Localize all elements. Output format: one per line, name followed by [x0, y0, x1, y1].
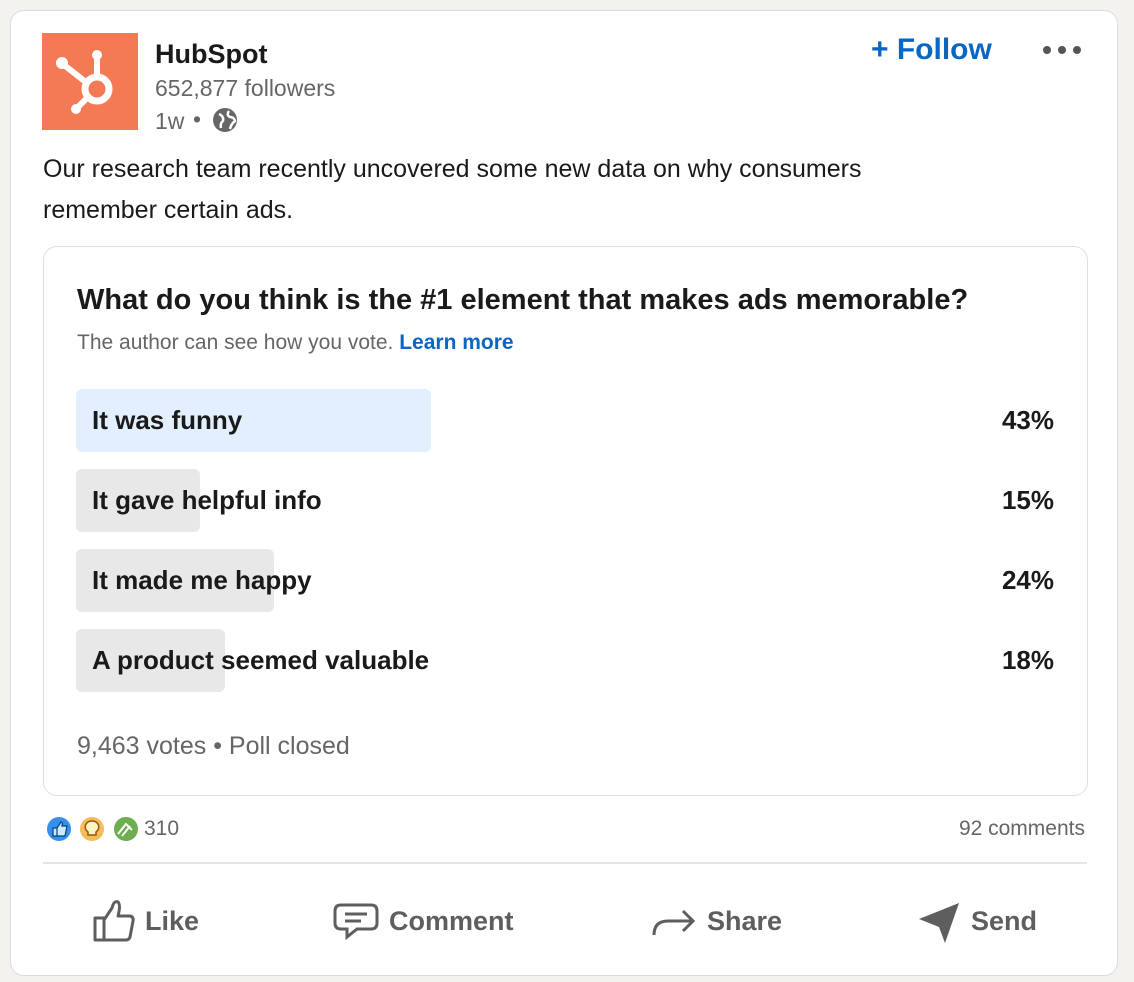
divider	[43, 862, 1087, 864]
plus-icon: +	[871, 33, 897, 66]
follow-label: Follow	[896, 33, 992, 66]
more-menu[interactable]	[1041, 43, 1083, 57]
post-text-line: remember certain ads.	[43, 196, 294, 224]
post-age: 1w	[155, 108, 185, 134]
post-text-line: Our research team recently uncovered som…	[43, 155, 862, 183]
vote-count: 9,463 votes	[77, 732, 207, 760]
follow-button[interactable]: + Follow	[871, 33, 992, 67]
option-percent: 15%	[1001, 485, 1054, 515]
poll-status: Poll closed	[228, 732, 350, 760]
result-bar	[76, 549, 274, 612]
like-button[interactable]: Like	[91, 896, 199, 946]
comment-count[interactable]: 92 comments	[958, 817, 1085, 840]
comment-icon	[333, 903, 379, 941]
globe-icon	[213, 108, 237, 132]
comment-button[interactable]: Comment	[333, 896, 514, 946]
option-label: A product seemed valuable	[92, 645, 430, 675]
option-label: It gave helpful info	[92, 485, 322, 515]
notice-text: The author can see how you vote.	[77, 331, 394, 354]
poll-question: What do you think is the #1 element that…	[77, 284, 969, 316]
author-name[interactable]: HubSpot	[155, 39, 268, 69]
learn-more-link[interactable]: Learn more	[399, 331, 514, 354]
poll: What do you think is the #1 element that…	[43, 246, 1088, 796]
action-label: Share	[707, 905, 783, 936]
like-icon	[93, 900, 135, 942]
poll-footer: 9,463 votes • Poll closed	[77, 732, 350, 760]
result-bar	[76, 389, 431, 452]
reaction-icons[interactable]	[44, 814, 138, 844]
result-bar	[76, 629, 225, 692]
reaction-count[interactable]: 310	[144, 817, 180, 840]
send-button[interactable]: Send	[917, 896, 1037, 946]
poll-notice: The author can see how you vote. Learn m…	[77, 331, 514, 355]
option-label: It was funny	[92, 405, 243, 435]
post-card: HubSpot 652,877 followers 1w • + Follow …	[10, 10, 1118, 976]
action-label: Send	[971, 905, 1038, 936]
share-icon	[652, 909, 696, 936]
option-label: It made me happy	[92, 565, 312, 595]
separator: •	[193, 106, 202, 132]
action-label: Like	[145, 905, 200, 936]
logo[interactable]	[42, 33, 138, 130]
send-icon	[919, 903, 959, 943]
followers: 652,877 followers	[155, 75, 336, 101]
option-percent: 18%	[1001, 645, 1054, 675]
option-percent: 43%	[1001, 405, 1054, 435]
action-label: Comment	[389, 905, 514, 936]
result-bar	[76, 469, 200, 532]
share-button[interactable]: Share	[651, 896, 782, 946]
option-percent: 24%	[1001, 565, 1054, 595]
